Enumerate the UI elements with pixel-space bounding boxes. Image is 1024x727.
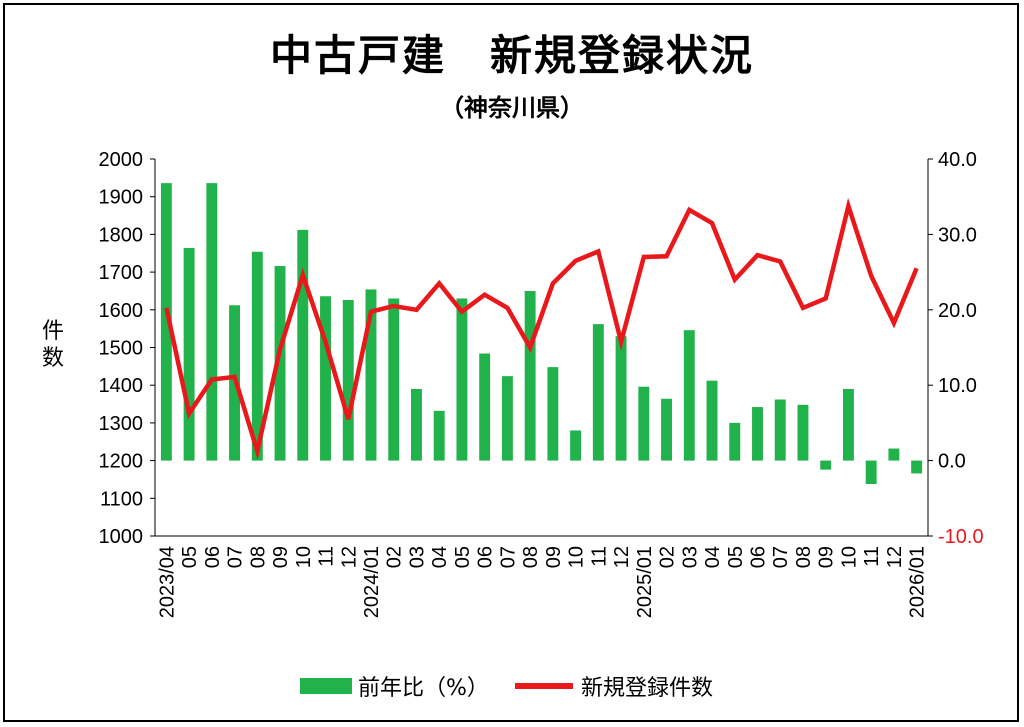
bar-mark bbox=[251, 251, 263, 461]
bar-mark bbox=[911, 460, 923, 474]
x-tick-label: 06 bbox=[475, 546, 497, 568]
x-tick-label: 11 bbox=[588, 546, 610, 567]
left-tick-label: 1000 bbox=[99, 526, 144, 548]
x-tick-label: 10 bbox=[293, 546, 315, 568]
left-tick-label: 1600 bbox=[99, 300, 144, 322]
x-tick-label: 05 bbox=[452, 546, 474, 568]
bar-mark bbox=[570, 430, 582, 461]
right-tick-label: 30.0 bbox=[938, 224, 977, 246]
right-tick-label: 10.0 bbox=[938, 375, 977, 397]
bar-mark bbox=[433, 410, 445, 461]
x-tick-label: 2026/01 bbox=[907, 546, 929, 618]
x-tick-label: 07 bbox=[225, 546, 247, 568]
bar-mark bbox=[410, 388, 422, 461]
left-tick-label: 2000 bbox=[99, 149, 144, 171]
x-tick-label: 06 bbox=[202, 546, 224, 568]
x-tick-label: 08 bbox=[793, 546, 815, 568]
bar-mark bbox=[865, 460, 877, 484]
x-tick-label: 03 bbox=[407, 546, 429, 568]
x-tick-label: 06 bbox=[748, 546, 770, 568]
x-tick-label: 02 bbox=[384, 546, 406, 568]
bar-mark bbox=[820, 460, 832, 470]
x-tick-label: 03 bbox=[679, 546, 701, 568]
chart-subtitle: （神奈川県） bbox=[440, 94, 584, 122]
x-tick-label: 10 bbox=[566, 546, 588, 568]
line-series bbox=[164, 197, 919, 461]
x-tick-label: 04 bbox=[702, 546, 724, 568]
chart-title: 中古戸建 新規登録状況 bbox=[269, 31, 754, 80]
legend: 前年比（%） 新規登録件数 bbox=[0, 668, 1024, 708]
bar-mark bbox=[683, 330, 695, 461]
x-tick-label: 11 bbox=[861, 546, 883, 567]
x-tick-label: 08 bbox=[247, 546, 269, 568]
x-tick-label: 04 bbox=[429, 546, 451, 568]
x-tick-label: 05 bbox=[179, 546, 201, 568]
bar-mark bbox=[592, 324, 604, 461]
x-tick-label: 09 bbox=[816, 546, 838, 568]
right-tick-label: -10.0 bbox=[938, 526, 984, 548]
bar-mark bbox=[547, 367, 559, 461]
legend-item-bar: 前年比（%） bbox=[300, 668, 489, 704]
chart-frame bbox=[3, 3, 1019, 722]
left-tick-label: 1500 bbox=[99, 338, 144, 360]
bar-mark bbox=[888, 448, 900, 461]
right-tick-label: 40.0 bbox=[938, 149, 977, 171]
x-tick-label: 02 bbox=[657, 546, 679, 568]
left-tick-label: 1400 bbox=[99, 375, 144, 397]
left-tick-label: 1700 bbox=[99, 262, 144, 284]
bar-mark bbox=[774, 399, 786, 461]
bar-mark bbox=[615, 336, 627, 461]
left-tick-label: 1900 bbox=[99, 187, 144, 209]
x-tick-label: 09 bbox=[270, 546, 292, 568]
x-tick-label: 2023/04 bbox=[156, 546, 178, 618]
bar-mark bbox=[320, 296, 331, 461]
left-tick-label: 1100 bbox=[100, 488, 143, 510]
bar-mark bbox=[456, 298, 468, 461]
bar-mark bbox=[388, 298, 400, 461]
bar-mark bbox=[706, 380, 718, 461]
legend-item-line: 新規登録件数 bbox=[515, 668, 713, 704]
legend-bar-swatch bbox=[300, 678, 352, 694]
right-tick-label: 0.0 bbox=[938, 451, 966, 473]
legend-bar-label: 前年比（%） bbox=[358, 676, 489, 701]
left-axis-label: 件数 bbox=[41, 319, 64, 371]
x-tick-label: 07 bbox=[497, 546, 519, 568]
bar-mark bbox=[479, 353, 491, 461]
x-tick-label: 12 bbox=[884, 546, 906, 568]
bar-mark bbox=[638, 386, 650, 461]
x-tick-label: 2025/01 bbox=[634, 546, 656, 618]
bar-mark bbox=[342, 299, 354, 461]
bar-mark bbox=[160, 183, 172, 461]
bar-mark bbox=[274, 266, 286, 461]
bar-mark bbox=[524, 290, 536, 461]
bar-mark bbox=[297, 229, 309, 461]
bar-mark bbox=[365, 289, 377, 461]
bar-mark bbox=[842, 388, 854, 461]
bar-mark bbox=[206, 183, 218, 461]
left-tick-label: 1200 bbox=[99, 451, 144, 473]
bar-mark bbox=[661, 398, 673, 461]
bar-mark bbox=[752, 407, 763, 461]
x-tick-label: 12 bbox=[338, 546, 360, 568]
x-tick-label: 05 bbox=[725, 546, 747, 568]
x-tick-label: 11 bbox=[316, 546, 338, 567]
x-tick-label: 10 bbox=[838, 546, 860, 568]
x-tick-label: 08 bbox=[520, 546, 542, 568]
legend-line-label: 新規登録件数 bbox=[581, 676, 714, 701]
legend-line-swatch bbox=[515, 683, 573, 689]
bar-mark bbox=[501, 376, 513, 461]
bar-mark bbox=[729, 422, 741, 461]
x-tick-label: 12 bbox=[611, 546, 633, 568]
bar-mark bbox=[183, 247, 195, 461]
right-tick-label: 20.0 bbox=[938, 300, 977, 322]
x-tick-label: 07 bbox=[770, 546, 792, 568]
left-tick-label: 1800 bbox=[99, 224, 144, 246]
bar-mark bbox=[797, 404, 809, 461]
x-tick-label: 09 bbox=[543, 546, 565, 568]
x-tick-label: 2024/01 bbox=[361, 546, 383, 618]
left-tick-label: 1300 bbox=[99, 413, 144, 435]
